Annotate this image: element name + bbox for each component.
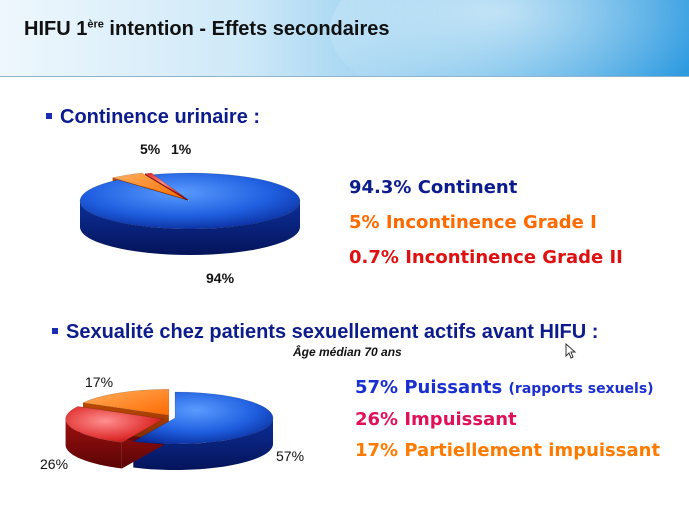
legend-partiel: 17% Partiellement impuissant — [355, 440, 661, 461]
slide-title: HIFU 1ère intention - Effets secondaires — [24, 18, 390, 40]
pie-slice-partiel — [82, 389, 170, 416]
pie1-label-grade2: 1% — [171, 141, 192, 157]
bullet-icon — [52, 327, 58, 334]
legend-continent: 94.3% Continent — [349, 177, 518, 198]
pie1-label-grade1: 5% — [140, 141, 161, 157]
pie-slice-grade1 — [112, 172, 185, 200]
pie1-label-continent: 94% — [206, 270, 235, 286]
section-continence-heading: Continence urinaire : — [46, 106, 260, 129]
pie-chart-sexualite — [65, 389, 274, 471]
pie2-label-impuissant: 26% — [40, 456, 69, 472]
median-age-note: Âge médian 70 ans — [293, 345, 402, 359]
pie-slice-grade2 — [144, 172, 188, 200]
pie-slice-side-impuissant — [65, 418, 122, 469]
pie-slice-side-puissants — [133, 418, 273, 471]
pie-chart-continence — [79, 172, 301, 255]
header-decoration — [330, 0, 689, 76]
slide-header: HIFU 1ère intention - Effets secondaires — [0, 0, 689, 77]
pie-slice-puissants — [132, 391, 274, 445]
pie2-label-partiel: 17% — [85, 374, 114, 390]
pie-slice-continent — [79, 172, 301, 230]
mouse-pointer-icon — [565, 343, 577, 359]
legend-grade1: 5% Incontinence Grade I — [349, 212, 597, 233]
pie-slice-impuissant — [65, 406, 165, 443]
bullet-icon — [46, 112, 52, 119]
pie2-label-puissants: 57% — [276, 448, 305, 464]
pie-slice-side-continent — [80, 201, 300, 255]
legend-impuissant: 26% Impuissant — [355, 409, 517, 430]
section-sexualite-heading: Sexualité chez patients sexuellement act… — [52, 321, 598, 344]
legend-grade2: 0.7% Incontinence Grade II — [349, 247, 623, 268]
legend-puissants: 57% Puissants (rapports sexuels) — [355, 377, 654, 398]
